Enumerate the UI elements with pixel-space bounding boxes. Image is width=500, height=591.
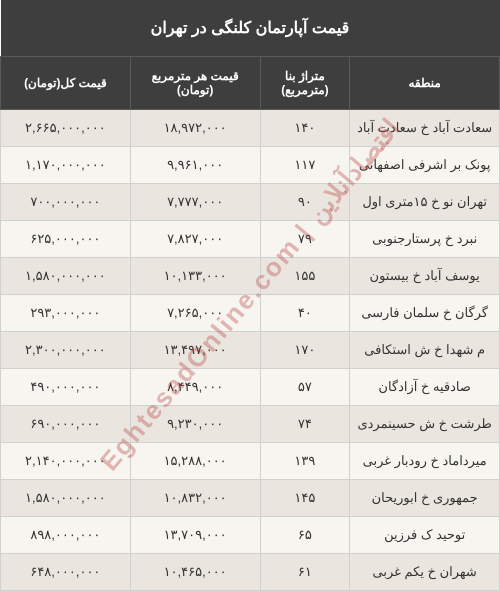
table-row: طرشت خ ش حسینمردی۷۴۹,۲۳۰,۰۰۰۶۹۰,۰۰۰,۰۰۰ [1,406,500,443]
cell-total: ۶۲۵,۰۰۰,۰۰۰ [1,221,131,258]
table-row: صادقیه خ آزادگان۵۷۸,۴۴۹,۰۰۰۴۹۰,۰۰۰,۰۰۰ [1,369,500,406]
cell-total: ۲۹۳,۰۰۰,۰۰۰ [1,295,131,332]
col-header-region: منطقه [350,57,500,110]
cell-ppm: ۹,۲۳۰,۰۰۰ [130,406,260,443]
cell-area: ۱۳۹ [260,443,350,480]
table-row: تهران نو خ ۱۵متری اول۹۰۷,۷۷۷,۰۰۰۷۰۰,۰۰۰,… [1,184,500,221]
cell-ppm: ۱۰,۸۳۲,۰۰۰ [130,480,260,517]
cell-region: م شهدا خ ش استکافی [350,332,500,369]
cell-total: ۲,۶۶۵,۰۰۰,۰۰۰ [1,110,131,147]
cell-area: ۴۰ [260,295,350,332]
cell-region: شهران خ یکم غربی [350,554,500,591]
cell-area: ۶۵ [260,517,350,554]
cell-total: ۲,۱۴۰,۰۰۰,۰۰۰ [1,443,131,480]
table-row: یوسف آباد خ بیستون۱۵۵۱۰,۱۳۳,۰۰۰۱,۵۸۰,۰۰۰… [1,258,500,295]
cell-ppm: ۷,۷۷۷,۰۰۰ [130,184,260,221]
header-row: منطقه متراژ بنا (مترمربع) قیمت هر مترمرب… [1,57,500,110]
cell-region: توحید ک فرزین [350,517,500,554]
table-row: گرگان خ سلمان فارسی۴۰۷,۲۶۵,۰۰۰۲۹۳,۰۰۰,۰۰… [1,295,500,332]
table-row: م شهدا خ ش استکافی۱۷۰۱۳,۴۹۷,۰۰۰۲,۳۰۰,۰۰۰… [1,332,500,369]
cell-area: ۷۹ [260,221,350,258]
col-header-area: متراژ بنا (مترمربع) [260,57,350,110]
table-row: شهران خ یکم غربی۶۱۱۰,۴۶۵,۰۰۰۶۴۸,۰۰۰,۰۰۰ [1,554,500,591]
cell-ppm: ۸,۴۴۹,۰۰۰ [130,369,260,406]
cell-area: ۶۱ [260,554,350,591]
cell-area: ۱۴۵ [260,480,350,517]
cell-area: ۷۴ [260,406,350,443]
cell-ppm: ۱۰,۴۶۵,۰۰۰ [130,554,260,591]
cell-area: ۱۱۷ [260,147,350,184]
cell-area: ۵۷ [260,369,350,406]
cell-region: گرگان خ سلمان فارسی [350,295,500,332]
cell-area: ۱۷۰ [260,332,350,369]
table-row: جمهوری خ ابوریحان۱۴۵۱۰,۸۳۲,۰۰۰۱,۵۸۰,۰۰۰,… [1,480,500,517]
table-row: سعادت آباد خ سعادت آباد۱۴۰۱۸,۹۷۲,۰۰۰۲,۶۶… [1,110,500,147]
table-row: توحید ک فرزین۶۵۱۳,۷۰۹,۰۰۰۸۹۸,۰۰۰,۰۰۰ [1,517,500,554]
cell-area: ۹۰ [260,184,350,221]
cell-region: پونک بر اشرفی اصفهانی [350,147,500,184]
table-title: قیمت آپارتمان کلنگی در تهران [1,0,500,57]
cell-ppm: ۱۸,۹۷۲,۰۰۰ [130,110,260,147]
cell-total: ۶۹۰,۰۰۰,۰۰۰ [1,406,131,443]
table-row: پونک بر اشرفی اصفهانی۱۱۷۹,۹۶۱,۰۰۰۱,۱۷۰,۰… [1,147,500,184]
table-row: نبرد خ پرستارجنوبی۷۹۷,۸۲۷,۰۰۰۶۲۵,۰۰۰,۰۰۰ [1,221,500,258]
cell-area: ۱۵۵ [260,258,350,295]
cell-ppm: ۹,۹۶۱,۰۰۰ [130,147,260,184]
cell-ppm: ۱۳,۷۰۹,۰۰۰ [130,517,260,554]
cell-ppm: ۷,۸۲۷,۰۰۰ [130,221,260,258]
cell-total: ۲,۳۰۰,۰۰۰,۰۰۰ [1,332,131,369]
cell-region: سعادت آباد خ سعادت آباد [350,110,500,147]
cell-total: ۱,۵۸۰,۰۰۰,۰۰۰ [1,258,131,295]
cell-ppm: ۷,۲۶۵,۰۰۰ [130,295,260,332]
cell-region: یوسف آباد خ بیستون [350,258,500,295]
cell-region: میرداماد خ رودبار غربی [350,443,500,480]
cell-area: ۱۴۰ [260,110,350,147]
cell-region: جمهوری خ ابوریحان [350,480,500,517]
cell-total: ۷۰۰,۰۰۰,۰۰۰ [1,184,131,221]
cell-total: ۱,۱۷۰,۰۰۰,۰۰۰ [1,147,131,184]
cell-total: ۸۹۸,۰۰۰,۰۰۰ [1,517,131,554]
cell-region: نبرد خ پرستارجنوبی [350,221,500,258]
cell-ppm: ۱۵,۲۸۸,۰۰۰ [130,443,260,480]
price-table: قیمت آپارتمان کلنگی در تهران منطقه متراژ… [0,0,500,591]
col-header-total: قیمت کل(تومان) [1,57,131,110]
cell-ppm: ۱۰,۱۳۳,۰۰۰ [130,258,260,295]
cell-region: تهران نو خ ۱۵متری اول [350,184,500,221]
cell-total: ۶۴۸,۰۰۰,۰۰۰ [1,554,131,591]
cell-total: ۱,۵۸۰,۰۰۰,۰۰۰ [1,480,131,517]
cell-region: طرشت خ ش حسینمردی [350,406,500,443]
cell-region: صادقیه خ آزادگان [350,369,500,406]
cell-ppm: ۱۳,۴۹۷,۰۰۰ [130,332,260,369]
col-header-ppm: قیمت هر مترمربع (تومان) [130,57,260,110]
title-row: قیمت آپارتمان کلنگی در تهران [1,0,500,57]
table-row: میرداماد خ رودبار غربی۱۳۹۱۵,۲۸۸,۰۰۰۲,۱۴۰… [1,443,500,480]
cell-total: ۴۹۰,۰۰۰,۰۰۰ [1,369,131,406]
